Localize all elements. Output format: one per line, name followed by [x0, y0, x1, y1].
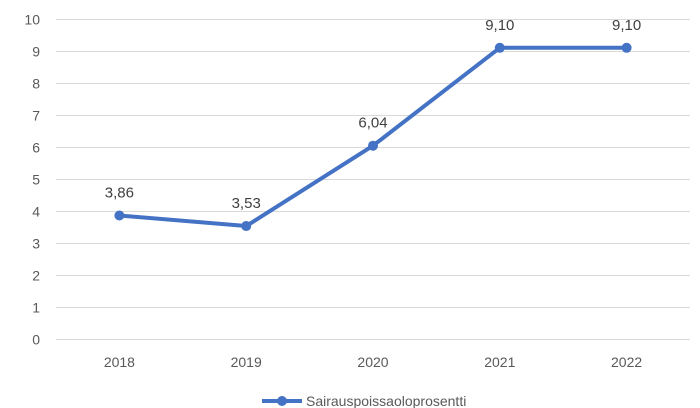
x-tick-label: 2018	[104, 354, 135, 370]
y-tick-label: 7	[32, 108, 40, 124]
legend: Sairauspoissaoloprosentti	[262, 393, 466, 408]
data-point	[114, 210, 125, 221]
y-tick-label: 5	[32, 172, 40, 188]
y-tick-label: 9	[32, 44, 40, 60]
data-label: 3,86	[105, 184, 134, 201]
data-point	[368, 140, 378, 151]
legend-marker	[277, 396, 287, 406]
y-tick-label: 4	[32, 204, 40, 220]
data-point	[621, 42, 632, 53]
y-tick-label: 2	[32, 268, 40, 284]
x-tick-label: 2020	[357, 354, 388, 370]
y-tick-label: 6	[32, 140, 40, 156]
data-labels: 3,86 3,53 6,04 9,10 9,10	[105, 17, 641, 212]
x-tick-label: 2021	[484, 354, 515, 370]
legend-label: Sairauspoissaoloprosentti	[306, 393, 466, 408]
x-tick-label: 2022	[611, 354, 642, 370]
y-tick-label: 8	[32, 76, 40, 92]
y-tick-label: 0	[32, 332, 40, 348]
x-axis-ticks: 2018 2019 2020 2021 2022	[104, 354, 643, 370]
y-tick-label: 1	[32, 300, 40, 316]
data-label: 9,10	[485, 17, 514, 34]
y-tick-label: 3	[32, 236, 40, 252]
y-axis-ticks: 0 1 2 3 4 5 6 7 8 9 10	[24, 12, 40, 348]
data-label: 9,10	[612, 17, 641, 34]
gridlines	[56, 19, 690, 340]
series-line	[117, 45, 629, 229]
y-tick-label: 10	[24, 12, 40, 28]
data-point	[494, 42, 505, 53]
series-sairauspoissaoloprosentti	[114, 42, 632, 232]
data-label: 6,04	[358, 115, 387, 132]
x-tick-label: 2019	[231, 354, 262, 370]
data-point	[241, 221, 252, 232]
data-label: 3,53	[232, 195, 261, 212]
